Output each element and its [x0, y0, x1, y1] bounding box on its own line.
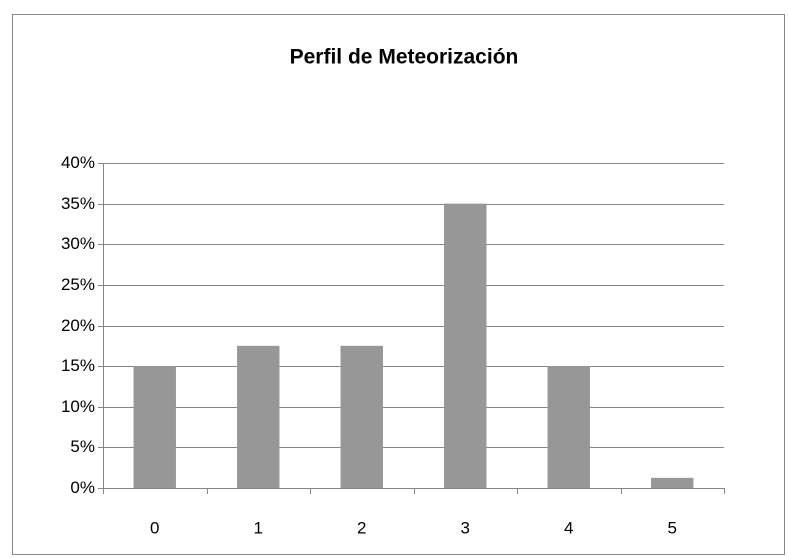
y-tick-label: 35% [61, 194, 95, 213]
bar [547, 366, 590, 488]
x-tick-label: 1 [254, 518, 263, 537]
x-tick-label: 2 [357, 518, 366, 537]
x-tick-label: 5 [668, 518, 677, 537]
y-tick-label: 5% [70, 437, 95, 456]
bar [651, 477, 694, 488]
y-tick-label: 0% [70, 478, 95, 497]
bar [340, 345, 383, 488]
y-tick-label: 15% [61, 356, 95, 375]
bar [237, 345, 280, 488]
y-tick-label: 25% [61, 275, 95, 294]
chart-border [12, 14, 785, 555]
x-tick-label: 4 [564, 518, 573, 537]
y-tick-label: 10% [61, 397, 95, 416]
chart-title: Perfil de Meteorización [290, 46, 519, 69]
bar [133, 366, 176, 488]
y-tick-label: 20% [61, 316, 95, 335]
y-tick-label: 40% [61, 153, 95, 172]
x-tick-label: 0 [150, 518, 159, 537]
x-tick-label: 3 [461, 518, 470, 537]
bar [444, 203, 487, 488]
y-tick-label: 30% [61, 234, 95, 253]
